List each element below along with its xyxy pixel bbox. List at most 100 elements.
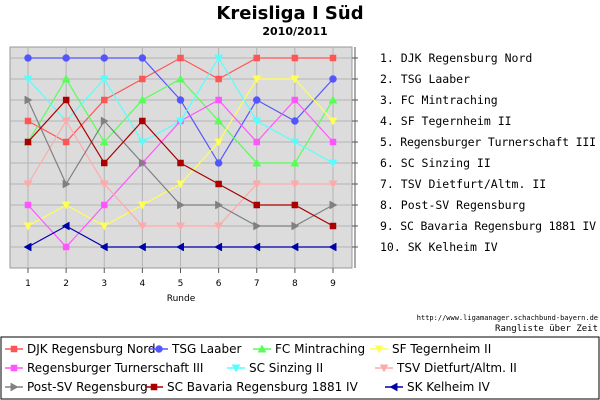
series-point	[253, 54, 260, 62]
series-point	[329, 75, 337, 83]
series-point	[252, 158, 262, 167]
series-point	[291, 96, 299, 104]
legend-marker	[10, 345, 18, 353]
series-point	[214, 54, 224, 63]
series-point	[291, 201, 299, 209]
series-point	[215, 96, 222, 104]
footer-caption: Rangliste über Zeit	[495, 324, 598, 334]
legend-label: Post-SV Regensburg	[27, 380, 148, 394]
x-axis-label: Runde	[167, 294, 196, 304]
legend-marker	[231, 364, 241, 373]
series-point	[176, 180, 185, 189]
series-point	[291, 117, 299, 125]
series-point	[62, 243, 70, 251]
rank-labels: 1. DJK Regensburg Nord 2. TSG Laaber 3. FC…	[352, 51, 596, 254]
legend-label: TSV Dietfurt/Altm. II	[396, 361, 517, 375]
series-point	[290, 158, 300, 167]
series-point	[290, 180, 300, 189]
source-url: http://www.ligamanager.schachbund-bayern…	[417, 314, 598, 322]
rank-label: 6. SC Sinzing II	[380, 156, 491, 170]
series-point	[137, 201, 147, 210]
chart-title: Kreisliga I Süd	[216, 3, 363, 24]
series-point	[101, 159, 108, 167]
x-tick-label: 3	[101, 279, 107, 289]
legend-marker	[374, 345, 384, 354]
series-point	[214, 222, 224, 231]
legend-label: TSG Laaber	[171, 342, 241, 356]
legend-marker	[379, 364, 389, 373]
legend-label: SK Kelheim IV	[407, 380, 491, 394]
series-point	[215, 75, 222, 83]
series-point	[24, 201, 32, 209]
series-point	[176, 96, 185, 104]
x-tick-label: 9	[330, 279, 336, 289]
series-point	[99, 222, 109, 231]
x-tick-label: 5	[178, 279, 184, 289]
series-point	[290, 138, 300, 147]
series-point	[329, 54, 337, 62]
series-point	[177, 159, 184, 167]
series-point	[253, 96, 261, 104]
series-point	[328, 180, 338, 189]
series-point	[137, 95, 147, 104]
rank-label: 9. SC Bavaria Regensburg 1881 IV	[380, 219, 596, 233]
rank-label: 7. TSV Dietfurt/Altm. II	[380, 177, 546, 191]
legend-marker	[10, 382, 19, 392]
legend: DJK Regensburg Nord TSG Laaber FC Mintrach…	[5, 342, 517, 394]
series-point	[23, 222, 33, 231]
series-point	[99, 180, 109, 189]
series-point	[137, 222, 147, 231]
rank-label: 4. SF Tegernheim II	[380, 114, 512, 128]
series-point	[62, 96, 70, 104]
legend-label: SF Tegernheim II	[392, 342, 491, 356]
series-point	[61, 221, 70, 231]
series-point	[329, 200, 338, 210]
series-point	[23, 180, 33, 189]
legend-label: Regensburger Turnerschaft III	[27, 361, 203, 375]
series-point	[137, 138, 147, 147]
series-point	[138, 158, 147, 168]
rank-label: 2. TSG Laaber	[380, 72, 470, 86]
series-point	[328, 242, 337, 252]
legend-marker	[150, 383, 158, 391]
series-point	[252, 180, 262, 189]
x-tick-label: 7	[254, 279, 260, 289]
series-point	[101, 201, 108, 209]
rank-label: 1. DJK Regensburg Nord	[380, 51, 532, 65]
series-point	[138, 54, 147, 62]
series-point	[252, 117, 262, 126]
series-point	[252, 75, 262, 84]
series-point	[24, 138, 32, 146]
rank-label: 8. Post-SV Regensburg	[380, 198, 525, 212]
series-point	[291, 221, 300, 231]
series-point	[139, 117, 146, 125]
series-point	[99, 75, 109, 84]
legend-marker	[389, 382, 398, 392]
x-tick-label: 2	[63, 279, 69, 289]
legend-marker	[155, 345, 163, 353]
series-point	[62, 138, 70, 146]
series-point	[253, 138, 260, 146]
series-point	[137, 242, 146, 252]
series-point	[24, 117, 32, 125]
series-point	[176, 117, 185, 126]
legend-marker	[257, 344, 267, 353]
series-point	[99, 242, 108, 252]
x-tick-label: 6	[216, 279, 222, 289]
series-point	[328, 95, 338, 104]
series-point	[215, 180, 222, 188]
series-point	[329, 222, 337, 230]
series-point	[214, 116, 224, 125]
legend-label: DJK Regensburg Nord	[27, 342, 156, 356]
series-point	[61, 117, 71, 126]
series-point	[61, 74, 71, 83]
series-point	[177, 200, 186, 210]
series-point	[253, 221, 262, 231]
series-point	[328, 159, 338, 168]
series-point	[215, 200, 224, 210]
series-point	[214, 242, 223, 252]
series-point	[24, 54, 32, 62]
series-point	[139, 75, 146, 83]
series-point	[101, 96, 108, 104]
series-point	[214, 159, 223, 167]
